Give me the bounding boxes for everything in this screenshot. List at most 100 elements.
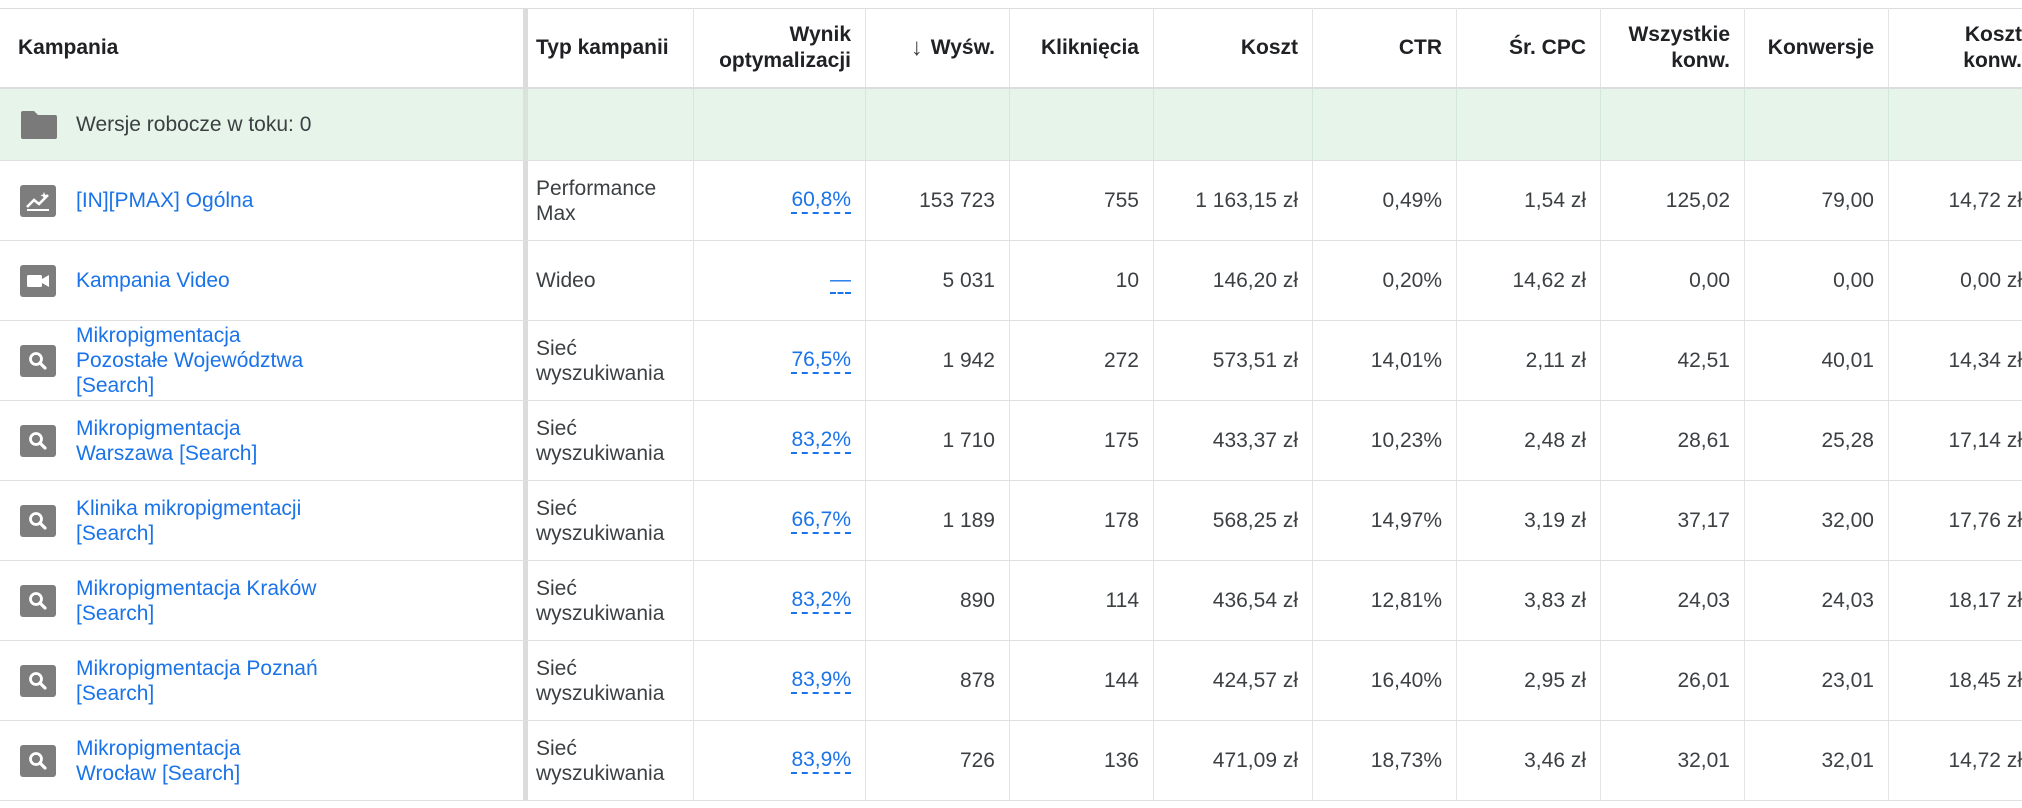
empty-cell bbox=[528, 89, 694, 160]
ctr-cell: 14,01% bbox=[1313, 321, 1457, 400]
cost-per-conv-cell: 17,76 zł bbox=[1889, 481, 2022, 560]
empty-cell bbox=[1601, 89, 1745, 160]
column-header-label: Typ kampanii bbox=[536, 35, 669, 59]
optimization-score-link[interactable]: 76,5% bbox=[791, 348, 851, 374]
column-header-cost-per-conv[interactable]: Koszt konw. bbox=[1889, 8, 2022, 87]
ctr-value: 12,81% bbox=[1370, 588, 1442, 612]
campaign-name-link[interactable]: Mikropigmentacja Poznań [Search] bbox=[76, 656, 318, 706]
column-header-label: Wynik optymalizacji bbox=[719, 22, 851, 74]
empty-cell bbox=[1745, 89, 1889, 160]
column-header-campaign[interactable]: Kampania bbox=[0, 8, 528, 87]
sort-descending-icon: ↓ bbox=[910, 33, 923, 61]
column-header-cost[interactable]: Koszt bbox=[1154, 8, 1313, 87]
cost-per-conv-value: 14,72 zł bbox=[1948, 188, 2022, 212]
optimization-score-link[interactable]: 83,9% bbox=[791, 668, 851, 694]
table-row[interactable]: Klinika mikropigmentacji [Search] Sieć w… bbox=[0, 481, 2022, 561]
campaign-name-link[interactable]: Mikropigmentacja Pozostałe Województwa [… bbox=[76, 323, 303, 398]
campaign-type-line: wyszukiwania bbox=[536, 361, 665, 385]
ctr-cell: 14,97% bbox=[1313, 481, 1457, 560]
optimization-score-link[interactable]: 83,9% bbox=[791, 748, 851, 774]
column-header-impressions[interactable]: ↓ Wyśw. bbox=[866, 8, 1010, 87]
cost-per-conv-cell: 18,17 zł bbox=[1889, 561, 2022, 640]
table-row[interactable]: [IN][PMAX] Ogólna Performance Max 60,8% … bbox=[0, 161, 2022, 241]
column-header-ctr[interactable]: CTR bbox=[1313, 8, 1457, 87]
optimization-score-link[interactable]: — bbox=[830, 268, 851, 294]
column-header-label: Wyśw. bbox=[930, 35, 995, 59]
ctr-cell: 16,40% bbox=[1313, 641, 1457, 720]
campaign-name-link[interactable]: Mikropigmentacja Warszawa [Search] bbox=[76, 416, 257, 466]
table-row[interactable]: Mikropigmentacja Warszawa [Search] Sieć … bbox=[0, 401, 2022, 481]
cost-value: 573,51 zł bbox=[1212, 348, 1298, 372]
campaign-name-line: Wrocław [Search] bbox=[76, 761, 241, 785]
column-header-type[interactable]: Typ kampanii bbox=[528, 8, 694, 87]
column-header-clicks[interactable]: Kliknięcia bbox=[1010, 8, 1154, 87]
campaign-name-link[interactable]: Mikropigmentacja Kraków [Search] bbox=[76, 576, 316, 626]
optimization-score-cell: 60,8% bbox=[694, 161, 866, 240]
optimization-score-link[interactable]: 60,8% bbox=[791, 188, 851, 214]
optimization-score-link[interactable]: 66,7% bbox=[791, 508, 851, 534]
conversions-cell: 0,00 bbox=[1745, 241, 1889, 320]
conversions-value: 79,00 bbox=[1821, 188, 1874, 212]
campaign-name-line: Pozostałe Województwa bbox=[76, 349, 304, 372]
cost-value: 146,20 zł bbox=[1212, 268, 1298, 292]
cost-value: 1 163,15 zł bbox=[1195, 188, 1298, 212]
campaign-type: Sieć wyszukiwania bbox=[536, 576, 664, 626]
campaign-name-link[interactable]: Klinika mikropigmentacji [Search] bbox=[76, 496, 301, 546]
campaign-name-link[interactable]: Kampania Video bbox=[76, 268, 230, 293]
cost-per-conv-value: 18,17 zł bbox=[1948, 588, 2022, 612]
campaign-type-line: Sieć bbox=[536, 736, 577, 760]
campaign-cell: Mikropigmentacja Warszawa [Search] bbox=[0, 401, 528, 480]
table-row[interactable]: Kampania Video Wideo — 5 031 10 146,20 z… bbox=[0, 241, 2022, 321]
cost-per-conv-value: 18,45 zł bbox=[1948, 668, 2022, 692]
campaign-rows: [IN][PMAX] Ogólna Performance Max 60,8% … bbox=[0, 161, 2022, 801]
folder-icon bbox=[21, 110, 57, 139]
column-header-conversions[interactable]: Konwersje bbox=[1745, 8, 1889, 87]
column-header-avg-cpc[interactable]: Śr. CPC bbox=[1457, 8, 1601, 87]
column-header-label: Kampania bbox=[18, 35, 119, 59]
campaign-type-cell: Performance Max bbox=[528, 161, 694, 240]
campaign-type-cell: Wideo bbox=[528, 241, 694, 320]
cost-per-conv-cell: 18,45 zł bbox=[1889, 641, 2022, 720]
clicks-cell: 144 bbox=[1010, 641, 1154, 720]
impressions-cell: 1 189 bbox=[866, 481, 1010, 560]
cost-value: 433,37 zł bbox=[1212, 428, 1298, 452]
campaign-type-line: Sieć bbox=[536, 656, 577, 680]
empty-cell bbox=[1889, 89, 2022, 160]
clicks-value: 144 bbox=[1103, 668, 1139, 692]
all-conv-cell: 37,17 bbox=[1601, 481, 1745, 560]
campaign-type-icon bbox=[20, 744, 56, 777]
table-row[interactable]: Mikropigmentacja Wrocław [Search] Sieć w… bbox=[0, 721, 2022, 801]
performance-max-icon bbox=[26, 191, 49, 211]
all-conv-value: 24,03 bbox=[1677, 588, 1730, 612]
campaign-name-link[interactable]: [IN][PMAX] Ogólna bbox=[76, 188, 253, 213]
column-header-optimization[interactable]: Wynik optymalizacji bbox=[694, 8, 866, 87]
column-header-all-conv[interactable]: Wszystkie konw. bbox=[1601, 8, 1745, 87]
campaign-type-line: Sieć bbox=[536, 496, 577, 520]
campaign-type: Performance Max bbox=[536, 176, 656, 226]
clicks-cell: 178 bbox=[1010, 481, 1154, 560]
campaign-name-line: [Search] bbox=[76, 601, 155, 625]
avg-cpc-value: 2,11 zł bbox=[1525, 348, 1586, 372]
campaign-type-icon bbox=[20, 424, 56, 457]
cost-per-conv-cell: 14,34 zł bbox=[1889, 321, 2022, 400]
campaign-type: Sieć wyszukiwania bbox=[536, 416, 664, 466]
conversions-value: 25,28 bbox=[1821, 428, 1874, 452]
conversions-value: 23,01 bbox=[1821, 668, 1874, 692]
optimization-score-cell: 83,2% bbox=[694, 401, 866, 480]
drafts-row[interactable]: Wersje robocze w toku: 0 bbox=[0, 89, 2022, 161]
clicks-value: 178 bbox=[1103, 508, 1139, 532]
campaign-name-link[interactable]: Mikropigmentacja Wrocław [Search] bbox=[76, 736, 241, 786]
column-header-label: Śr. CPC bbox=[1508, 35, 1586, 59]
conversions-value: 0,00 bbox=[1833, 268, 1874, 292]
table-row[interactable]: Mikropigmentacja Kraków [Search] Sieć wy… bbox=[0, 561, 2022, 641]
table-row[interactable]: Mikropigmentacja Poznań [Search] Sieć wy… bbox=[0, 641, 2022, 721]
campaign-name-line: Mikropigmentacja Poznań bbox=[76, 656, 318, 680]
table-row[interactable]: Mikropigmentacja Pozostałe Województwa [… bbox=[0, 321, 2022, 401]
campaigns-table: Kampania Typ kampanii Wynik optymalizacji… bbox=[0, 8, 2022, 801]
clicks-value: 272 bbox=[1103, 348, 1139, 372]
drafts-cell: Wersje robocze w toku: 0 bbox=[0, 89, 528, 160]
optimization-score-cell: 76,5% bbox=[694, 321, 866, 400]
optimization-score-link[interactable]: 83,2% bbox=[791, 428, 851, 454]
conversions-value: 24,03 bbox=[1821, 588, 1874, 612]
optimization-score-link[interactable]: 83,2% bbox=[791, 588, 851, 614]
